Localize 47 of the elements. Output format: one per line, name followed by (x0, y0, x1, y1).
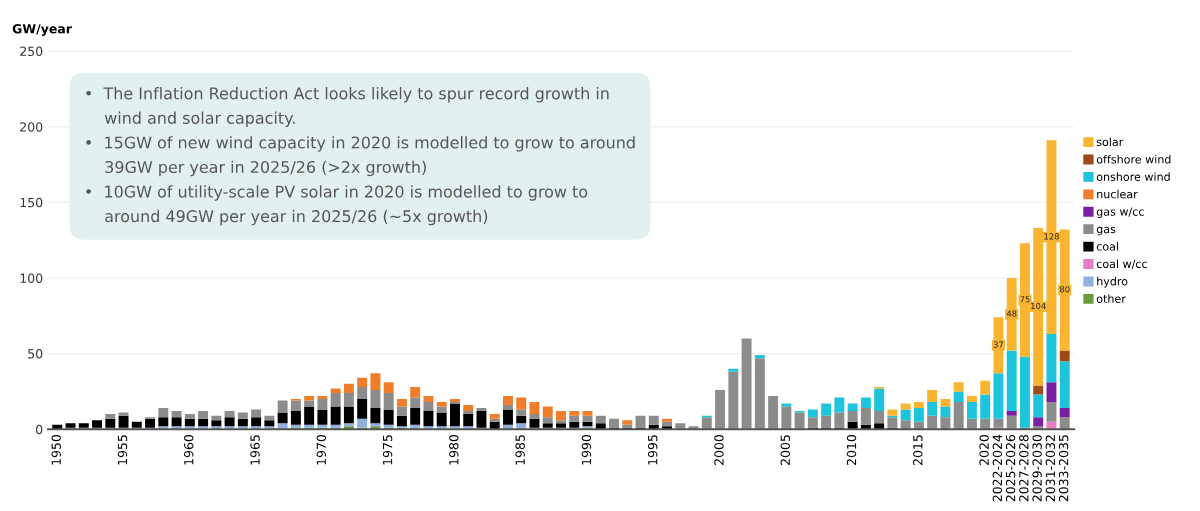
legend-label: onshore wind (1096, 172, 1170, 181)
x-tick-label: 2000 (714, 434, 724, 465)
y-tick-label: 100 (20, 273, 43, 283)
x-tick-label: 2005 (780, 435, 790, 465)
data-label: 104 (1031, 302, 1046, 310)
data-label: 37 (993, 341, 1004, 348)
x-tick-label: 2015 (913, 435, 923, 465)
y-tick-label: 250 (20, 46, 43, 57)
data-label: 75 (1020, 296, 1030, 303)
y-axis-title: GW/year (12, 24, 72, 36)
x-tick-label: 1990 (581, 434, 592, 465)
x-tick-label: 1950 (51, 434, 61, 465)
data-label: 80 (1059, 286, 1070, 293)
x-tick-label: 1995 (647, 435, 658, 465)
legend-label: other (1096, 294, 1126, 303)
y-tick-label: 0 (36, 424, 43, 435)
legend-label: offshore wind (1096, 154, 1171, 164)
y-tick-label: 50 (28, 349, 43, 359)
legend-label: nuclear (1097, 189, 1138, 199)
x-tick-label: 2033-2035 (1058, 435, 1069, 502)
x-tick-label: 1985 (515, 435, 525, 465)
x-tick-label: 2029-2030 (1032, 434, 1042, 502)
annotation: • 10GW of utility-scale PV solar in 2020 is modelled to grow to around 49GW per year in 2025/26 (~5x growth) (86, 185, 588, 226)
x-tick-label: 2027-2028 (1019, 434, 1029, 502)
x-tick-label: 1960 (184, 434, 194, 465)
legend-label: solar (1096, 137, 1124, 147)
annotation: • The Inflation Reduction Act looks likely to spur record growth in wind and solar capacity. (86, 87, 609, 128)
y-tick-label: 200 (20, 122, 43, 132)
legend-label: coal (1096, 242, 1118, 251)
data-label: 128 (1044, 233, 1059, 240)
x-tick-label: 1980 (449, 434, 459, 465)
x-tick-label: 2010 (846, 434, 857, 465)
x-tick-label: 2022-2024 (992, 434, 1003, 502)
annotation: • 15GW of new wind capacity in 2020 is modelled to grow to around 39GW per year in 2025/26 (>2x growth) (86, 136, 635, 177)
y-tick-label: 150 (20, 197, 43, 208)
x-tick-label: 2025-2026 (1005, 434, 1016, 502)
legend-label: coal w/cc (1096, 259, 1147, 269)
data-label: 48 (1006, 310, 1017, 317)
x-tick-label: 2031-2032 (1045, 435, 1056, 502)
x-tick-label: 1970 (316, 434, 327, 465)
x-tick-label: 2020 (979, 434, 989, 465)
x-tick-label: 1975 (382, 435, 393, 465)
legend-label: gas w/cc (1096, 207, 1144, 218)
legend-label: hydro (1097, 276, 1128, 288)
x-tick-label: 1955 (117, 435, 128, 465)
x-tick-label: 1965 (250, 435, 260, 465)
legend-label: gas (1096, 226, 1116, 236)
